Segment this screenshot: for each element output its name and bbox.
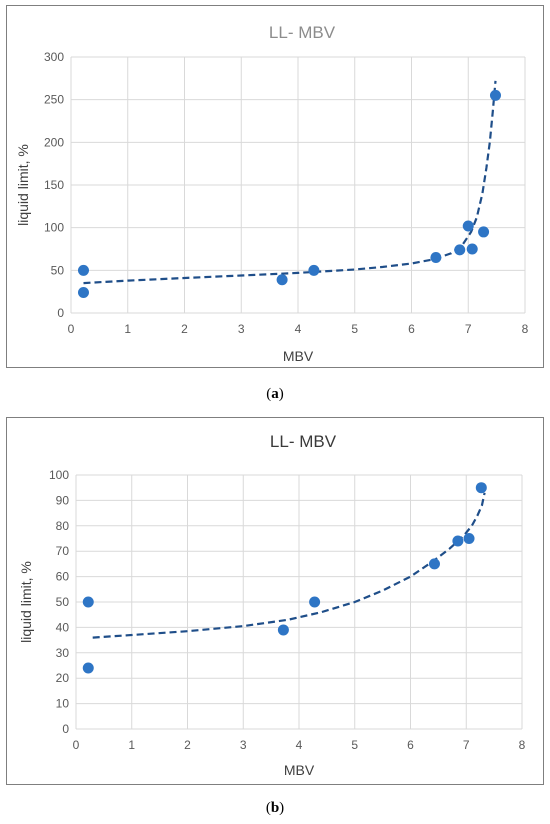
- x-tick-label: 7: [465, 322, 472, 336]
- x-tick-label: 8: [522, 322, 529, 336]
- data-point: [82, 596, 94, 608]
- data-point: [463, 533, 475, 544]
- data-point: [77, 264, 89, 276]
- data-point: [478, 226, 490, 238]
- data-point: [489, 89, 501, 101]
- y-tick-label: 90: [56, 493, 70, 507]
- caption-b: (b): [265, 800, 285, 816]
- y-tick-label: 100: [49, 468, 69, 482]
- y-tick-label: 300: [44, 50, 64, 64]
- chart-a: LL- MBV 0 50 100 150 200 250 300 0 1 2 3 4 5 6 7 8 MBV liq…: [15, 23, 529, 364]
- chart-title: LL- MBV: [270, 432, 337, 451]
- caption-a: (a): [266, 386, 284, 402]
- data-point: [475, 482, 487, 494]
- y-tick-label: 10: [56, 697, 70, 711]
- y-tick-label: 40: [56, 620, 70, 634]
- x-axis-label: MBV: [283, 348, 314, 364]
- data-point: [462, 220, 474, 232]
- x-tick-label: 5: [351, 322, 358, 336]
- y-tick-label: 30: [56, 646, 70, 660]
- x-tick-label: 1: [128, 738, 135, 752]
- chart-panel-b: LL- MBV 0 10 20 30 40 50 60 70 80 90 100 0 1 2 3 4 5 6 7 8 MB…: [6, 417, 544, 785]
- x-tick-label: 5: [351, 738, 358, 752]
- x-tick-label: 4: [296, 738, 303, 752]
- x-tick-label: 0: [73, 738, 80, 752]
- x-tick-label: 8: [519, 738, 526, 752]
- data-point: [82, 662, 94, 674]
- data-point: [466, 243, 478, 255]
- gridlines: [75, 474, 523, 730]
- y-tick-label: 0: [57, 306, 64, 320]
- trendline: [83, 80, 497, 285]
- y-tick-label: 150: [44, 178, 64, 192]
- x-tick-label: 6: [408, 322, 415, 336]
- caption-a-letter: a: [271, 386, 279, 402]
- y-axis-label: liquid limit, %: [15, 144, 31, 226]
- data-point: [308, 264, 320, 276]
- y-tick-label: 80: [56, 519, 70, 533]
- data-point: [276, 274, 288, 286]
- x-tick-label: 7: [463, 738, 470, 752]
- x-tick-label: 2: [184, 738, 191, 752]
- data-point: [454, 244, 466, 256]
- y-tick-label: 100: [44, 221, 64, 235]
- x-tick-label: 4: [295, 322, 302, 336]
- y-tick-label: 0: [62, 722, 69, 736]
- data-point: [277, 624, 289, 636]
- x-axis-label: MBV: [284, 762, 315, 778]
- data-point: [309, 596, 321, 608]
- chart-title: LL- MBV: [269, 23, 336, 42]
- x-tick-label: 0: [68, 322, 75, 336]
- y-tick-label: 50: [56, 595, 70, 609]
- y-tick-label: 200: [44, 135, 64, 149]
- x-tick-label: 6: [407, 738, 414, 752]
- y-axis-label: liquid limit, %: [18, 561, 34, 643]
- chart-b: LL- MBV 0 10 20 30 40 50 60 70 80 90 100 0 1 2 3 4 5 6 7 8 MB…: [18, 432, 526, 778]
- x-tick-label: 3: [240, 738, 247, 752]
- y-tick-label: 60: [56, 570, 70, 584]
- trendline: [92, 492, 486, 639]
- x-tick-label: 3: [238, 322, 245, 336]
- y-tick-label: 250: [44, 93, 64, 107]
- data-point: [452, 535, 464, 547]
- data-point: [77, 287, 89, 299]
- x-tick-label: 2: [181, 322, 188, 336]
- y-tick-label: 20: [56, 671, 70, 685]
- caption-b-letter: b: [270, 800, 280, 816]
- x-tick-label: 1: [124, 322, 131, 336]
- gridlines: [70, 56, 526, 314]
- data-point: [428, 558, 440, 570]
- chart-panel-a: LL- MBV 0 50 100 150 200 250 300 0 1 2 3 4 5 6 7 8 MBV liq…: [6, 5, 544, 368]
- y-tick-label: 70: [56, 544, 70, 558]
- y-tick-label: 50: [51, 263, 65, 277]
- data-point: [430, 252, 442, 264]
